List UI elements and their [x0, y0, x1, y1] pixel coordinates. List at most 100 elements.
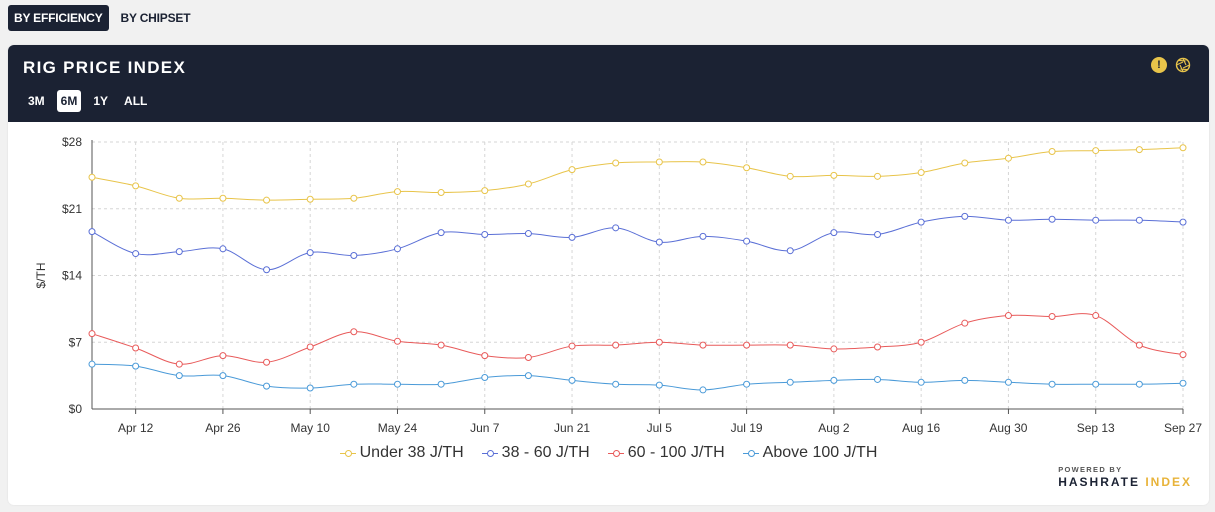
- data-point: [1048, 313, 1056, 321]
- data-point: [612, 380, 620, 388]
- data-point: [481, 230, 489, 238]
- legend-item[interactable]: 38 - 60 J/TH: [481, 444, 590, 462]
- brand-main: HASHRATE: [1058, 475, 1140, 489]
- rig-price-index-card: RIG PRICE INDEX 3M 6M 1Y ALL ! $0 $7 $14 $2…: [8, 45, 1209, 505]
- data-point: [1004, 378, 1012, 386]
- data-point: [568, 166, 576, 174]
- data-point: [743, 164, 751, 172]
- data-point: [743, 380, 751, 388]
- legend-marker-icon: [607, 448, 624, 458]
- data-point: [1048, 148, 1056, 156]
- range-selector: 3M 6M 1Y ALL: [24, 90, 151, 112]
- data-point: [175, 194, 183, 202]
- x-tick-label: Aug 16: [902, 421, 940, 435]
- range-3m[interactable]: 3M: [28, 94, 45, 108]
- legend-item[interactable]: Under 38 J/TH: [339, 444, 464, 462]
- data-point: [1135, 341, 1143, 349]
- legend-marker-icon: [742, 448, 759, 458]
- data-point: [612, 341, 620, 349]
- legend-marker-icon: [481, 448, 498, 458]
- data-point: [961, 319, 969, 327]
- data-point: [1179, 218, 1187, 226]
- data-point: [393, 380, 401, 388]
- data-point: [1135, 380, 1143, 388]
- series-line-2: [91, 313, 1184, 365]
- legend-item[interactable]: 60 - 100 J/TH: [607, 444, 725, 462]
- powered-by-branding: POWERED BY HASHRATE INDEX: [1058, 465, 1192, 489]
- data-point: [132, 250, 140, 258]
- data-point: [743, 237, 751, 245]
- card-title: RIG PRICE INDEX: [23, 58, 187, 77]
- tab-by-efficiency[interactable]: BY EFFICIENCY: [8, 5, 109, 31]
- x-tick-label: Jul 19: [731, 421, 763, 435]
- legend-item[interactable]: Above 100 J/TH: [742, 444, 877, 462]
- data-point: [1092, 147, 1100, 155]
- series-line-3: [91, 363, 1184, 391]
- data-point: [699, 158, 707, 166]
- alert-icon[interactable]: !: [1151, 57, 1167, 73]
- data-point: [175, 372, 183, 380]
- data-point: [263, 266, 271, 274]
- data-point: [263, 382, 271, 390]
- data-point: [743, 341, 751, 349]
- data-point: [132, 362, 140, 370]
- data-point: [481, 352, 489, 360]
- data-point: [786, 378, 794, 386]
- data-point: [917, 169, 925, 177]
- data-point: [1004, 216, 1012, 224]
- data-point: [830, 376, 838, 384]
- x-tick-label: May 24: [378, 421, 418, 435]
- data-point: [524, 230, 532, 238]
- x-tick-label: Jun 21: [554, 421, 590, 435]
- range-1y[interactable]: 1Y: [93, 94, 109, 108]
- aperture-icon[interactable]: [1175, 57, 1191, 73]
- data-point: [961, 212, 969, 220]
- data-point: [350, 251, 358, 259]
- data-point: [830, 171, 838, 179]
- data-point: [699, 341, 707, 349]
- data-point: [786, 172, 794, 180]
- data-point: [437, 189, 445, 197]
- data-point: [350, 380, 358, 388]
- data-point: [830, 229, 838, 237]
- y-tick-label: $21: [62, 202, 82, 216]
- data-point: [175, 360, 183, 368]
- data-point: [1048, 215, 1056, 223]
- data-point: [655, 338, 663, 346]
- data-point: [219, 245, 227, 253]
- data-point: [655, 381, 663, 389]
- data-point: [393, 188, 401, 196]
- x-tick-label: Sep 27: [1164, 421, 1202, 435]
- data-point: [874, 230, 882, 238]
- data-point: [874, 375, 882, 383]
- y-tick-label: $28: [62, 135, 82, 149]
- data-point: [88, 173, 96, 181]
- tab-by-chipset[interactable]: BY CHIPSET: [120, 11, 191, 25]
- data-point: [481, 374, 489, 382]
- card-header: RIG PRICE INDEX 3M 6M 1Y ALL !: [8, 45, 1209, 122]
- range-6m[interactable]: 6M: [56, 90, 82, 112]
- data-point: [568, 233, 576, 241]
- view-tabs: BY EFFICIENCY BY CHIPSET: [8, 5, 196, 31]
- data-point: [917, 378, 925, 386]
- data-point: [1092, 216, 1100, 224]
- data-point: [175, 248, 183, 256]
- data-point: [612, 224, 620, 232]
- data-point: [786, 247, 794, 255]
- x-tick-label: Aug 30: [989, 421, 1027, 435]
- x-tick-label: May 10: [291, 421, 331, 435]
- data-point: [306, 343, 314, 351]
- data-point: [1004, 154, 1012, 162]
- range-all[interactable]: ALL: [124, 94, 148, 108]
- data-point: [437, 341, 445, 349]
- data-point: [830, 345, 838, 353]
- legend-label: 38 - 60 J/TH: [501, 444, 590, 461]
- data-point: [874, 172, 882, 180]
- data-point: [306, 249, 314, 257]
- data-point: [568, 376, 576, 384]
- x-tick-label: Sep 13: [1077, 421, 1115, 435]
- data-point: [263, 196, 271, 204]
- data-point: [524, 180, 532, 188]
- x-tick-label: Apr 12: [118, 421, 154, 435]
- data-point: [1004, 312, 1012, 320]
